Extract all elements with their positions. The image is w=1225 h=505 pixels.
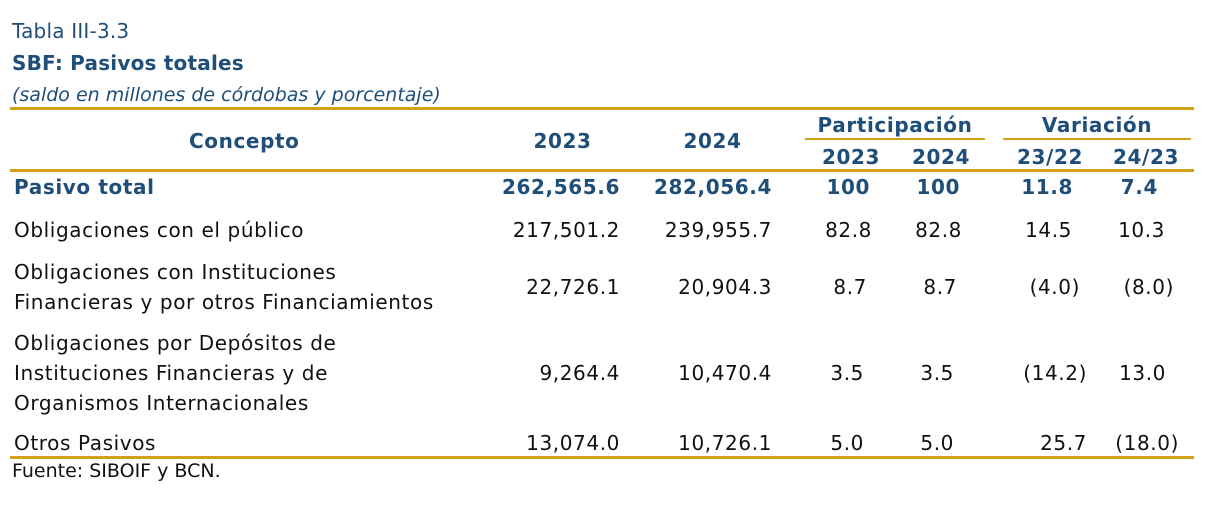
cell-var-2423: (8.0) <box>1123 275 1174 299</box>
cell-part-2023: 3.5 <box>830 361 864 385</box>
cell-part-2024: 3.5 <box>920 361 954 385</box>
table-row-label: Obligaciones con Instituciones <box>14 260 337 284</box>
header-var-2322: 23/22 <box>1017 145 1083 169</box>
cell-part-2023: 100 <box>826 175 870 199</box>
header-2023: 2023 <box>533 129 592 153</box>
header-2024: 2024 <box>683 129 742 153</box>
header-var-2423: 24/23 <box>1113 145 1179 169</box>
cell-2024: 10,726.1 <box>678 431 772 455</box>
table-row-label: Pasivo total <box>14 175 155 199</box>
cell-2023: 22,726.1 <box>526 275 620 299</box>
cell-2024: 20,904.3 <box>678 275 772 299</box>
cell-part-2023: 82.8 <box>825 218 872 242</box>
cell-var-2322: 11.8 <box>1021 175 1073 199</box>
source-note: Fuente: SIBOIF y BCN. <box>12 460 221 482</box>
header-part-2023: 2023 <box>821 145 881 169</box>
table-subtitle: (saldo en millones de córdobas y porcent… <box>12 84 441 106</box>
cell-part-2024: 82.8 <box>915 218 962 242</box>
table-row-label: Financieras y por otros Financiamientos <box>14 290 434 314</box>
table-row-label: Obligaciones con el público <box>14 218 305 242</box>
cell-2023: 9,264.4 <box>539 361 620 385</box>
cell-2024: 239,955.7 <box>664 218 772 242</box>
table-row-label: Obligaciones por Depósitos de <box>14 331 337 355</box>
top-rule <box>10 107 1194 110</box>
table-number: Tabla III-3.3 <box>12 19 130 43</box>
cell-var-2423: (18.0) <box>1115 431 1179 455</box>
table-row-label: Instituciones Financieras y de <box>14 361 328 385</box>
cell-part-2024: 100 <box>916 175 960 199</box>
cell-part-2023: 5.0 <box>830 431 864 455</box>
cell-var-2423: 10.3 <box>1118 218 1165 242</box>
table-title: SBF: Pasivos totales <box>12 51 244 75</box>
cell-var-2423: 13.0 <box>1119 361 1166 385</box>
cell-var-2322: 14.5 <box>1025 218 1072 242</box>
header-participacion: Participación <box>817 113 973 137</box>
cell-part-2024: 5.0 <box>920 431 954 455</box>
cell-2024: 10,470.4 <box>678 361 772 385</box>
cell-2023: 262,565.6 <box>501 175 620 199</box>
participacion-underline <box>805 138 985 140</box>
cell-part-2024: 8.7 <box>923 275 957 299</box>
variacion-underline <box>1003 138 1191 140</box>
cell-2023: 13,074.0 <box>526 431 620 455</box>
header-concepto: Concepto <box>189 129 300 153</box>
cell-var-2322: 25.7 <box>1040 431 1087 455</box>
cell-2024: 282,056.4 <box>653 175 772 199</box>
header-part-2024: 2024 <box>911 145 971 169</box>
cell-part-2023: 8.7 <box>833 275 867 299</box>
header-variacion: Variación <box>1041 113 1153 137</box>
cell-2023: 217,501.2 <box>512 218 620 242</box>
bottom-rule <box>10 456 1194 459</box>
table-row-label: Otros Pasivos <box>14 431 157 455</box>
table-row-label: Organismos Internacionales <box>14 391 309 415</box>
header-rule <box>10 169 1194 172</box>
cell-var-2322: (4.0) <box>1029 275 1080 299</box>
cell-var-2423: 7.4 <box>1120 175 1158 199</box>
cell-var-2322: (14.2) <box>1023 361 1087 385</box>
